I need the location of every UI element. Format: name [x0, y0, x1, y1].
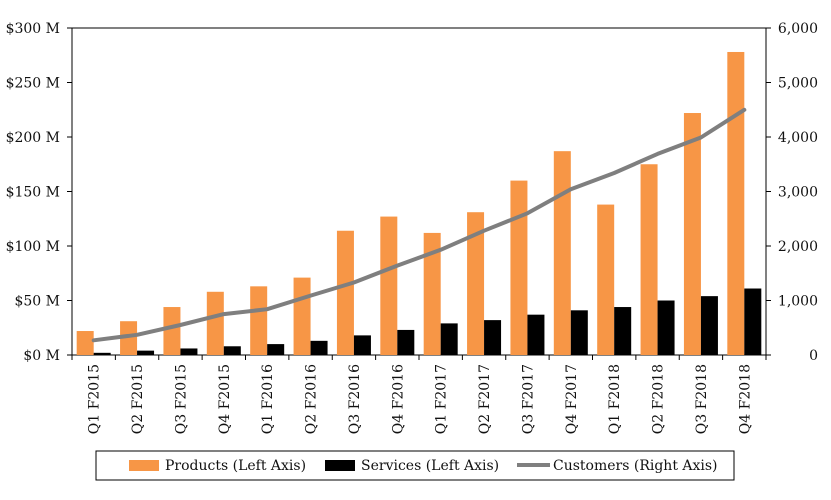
left-tick-label: $50 M [14, 294, 60, 310]
right-tick-label: 0 [809, 348, 818, 364]
left-tick-label: $200 M [6, 130, 60, 146]
services-legend-label: Services (Left Axis) [361, 458, 499, 474]
x-tick-label: Q3 F2015 [173, 364, 189, 434]
products-bar [423, 232, 441, 355]
products-bar [380, 216, 398, 355]
x-tick-label: Q3 F2016 [347, 364, 363, 434]
products-legend-swatch [129, 460, 159, 471]
customers-legend-label: Customers (Right Axis) [553, 458, 718, 474]
products-bar [640, 164, 658, 355]
products-bar [597, 204, 615, 355]
left-axis: $0 M $50 M $100 M $150 M $200 M $250 M $300 M [6, 21, 72, 364]
x-tick-label: Q3 F2018 [694, 364, 710, 434]
services-bar [700, 296, 718, 355]
x-tick-label: Q2 F2017 [477, 364, 493, 434]
left-tick-label: $250 M [6, 76, 60, 92]
products-bar [683, 113, 701, 356]
services-legend-swatch [325, 460, 355, 471]
services-bar [93, 352, 111, 355]
left-tick-label: $300 M [6, 21, 60, 37]
legend: Products (Left Axis) Services (Left Axis)… [95, 450, 735, 481]
x-axis: Q1 F2015 Q2 F2015 Q3 F2015 Q4 F2015 Q1 F2016… [71, 355, 767, 434]
services-bar [614, 307, 632, 355]
right-tick-label: 3,000 [778, 185, 818, 201]
bars [76, 51, 762, 356]
customers-line [91, 107, 747, 343]
x-tick-label: Q4 F2017 [564, 364, 580, 434]
services-bar [570, 310, 588, 355]
legend-box [95, 450, 735, 481]
services-bar [657, 300, 675, 355]
customers-line-layer [91, 107, 747, 343]
x-tick-label: Q4 F2016 [390, 364, 406, 434]
x-tick-label: Q1 F2016 [260, 364, 276, 434]
right-tick-label: 5,000 [778, 76, 818, 92]
products-bar [727, 51, 745, 355]
x-tick-label: Q1 F2015 [87, 364, 103, 434]
products-bar [336, 230, 354, 355]
products-bar [467, 212, 485, 355]
x-tick-label: Q1 F2017 [434, 364, 450, 434]
services-bar [137, 350, 155, 355]
x-tick-label: Q4 F2018 [737, 364, 753, 434]
services-bar [267, 344, 285, 355]
products-bar [293, 277, 311, 355]
right-tick-label: 4,000 [778, 130, 818, 146]
x-tick-label: Q2 F2016 [304, 364, 320, 434]
services-bar [353, 335, 371, 355]
right-tick-label: 6,000 [778, 21, 818, 37]
products-bar [553, 151, 571, 355]
x-tick-label: Q3 F2017 [520, 364, 536, 434]
left-tick-label: $100 M [6, 239, 60, 255]
products-legend-label: Products (Left Axis) [165, 458, 306, 474]
right-tick-label: 2,000 [778, 239, 818, 255]
x-tick-label: Q1 F2018 [607, 364, 623, 434]
services-bar [180, 348, 198, 355]
services-bar [223, 346, 241, 355]
left-tick-label: $0 M [23, 348, 60, 364]
services-bar [440, 323, 458, 355]
left-tick-label: $150 M [6, 185, 60, 201]
products-bar [120, 321, 138, 355]
products-bar [206, 291, 224, 355]
services-bar [310, 340, 328, 355]
x-tick-label: Q2 F2018 [651, 364, 667, 434]
x-tick-label: Q4 F2015 [217, 364, 233, 434]
services-bar [397, 329, 415, 355]
right-tick-label: 1,000 [778, 294, 818, 310]
products-bar [76, 331, 94, 355]
x-tick-label: Q2 F2015 [130, 364, 146, 434]
services-bar [527, 314, 545, 355]
right-axis: 0 1,000 2,000 3,000 4,000 5,000 6,000 [766, 21, 818, 364]
products-bar [510, 180, 528, 355]
products-bar [163, 307, 181, 355]
services-bar [744, 288, 762, 355]
services-bar [484, 320, 502, 355]
products-bar [250, 286, 268, 355]
